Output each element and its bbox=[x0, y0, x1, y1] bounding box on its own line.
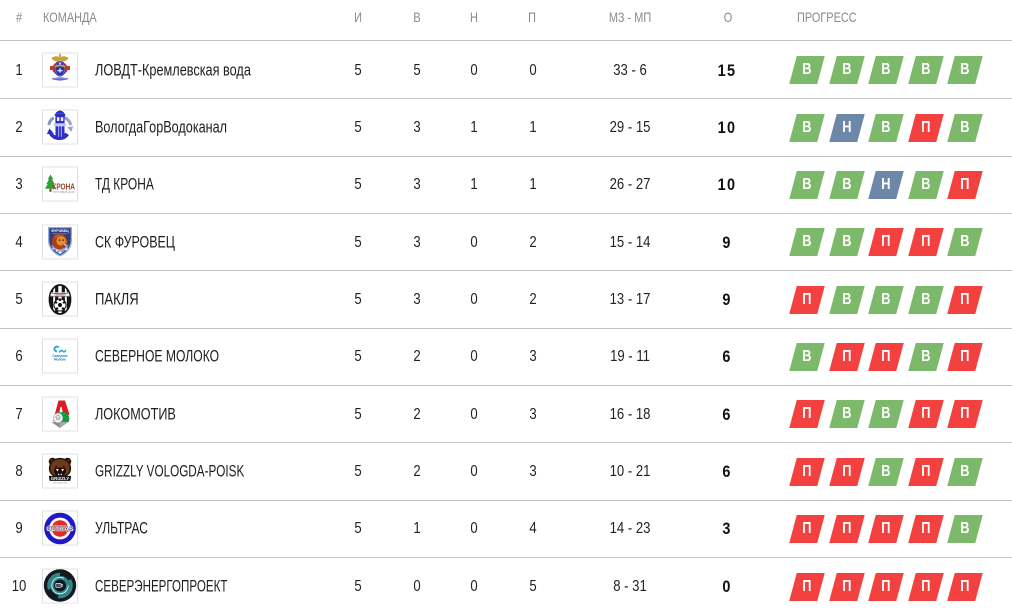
svg-text:ФУРОВЕЦ: ФУРОВЕЦ bbox=[51, 228, 69, 233]
svg-text:ULTRAS: ULTRAS bbox=[46, 526, 74, 533]
svg-text:КРОНА: КРОНА bbox=[52, 182, 75, 192]
svg-text:VOLOGDA-POISK: VOLOGDA-POISK bbox=[53, 481, 67, 484]
svg-text:ПАКЛЯ: ПАКЛЯ bbox=[55, 292, 66, 296]
svg-text:Северное: Северное bbox=[52, 354, 68, 358]
svg-text:ТОРГОВЫЙ ДОМ: ТОРГОВЫЙ ДОМ bbox=[53, 190, 75, 194]
svg-text:GRIZZLY: GRIZZLY bbox=[51, 476, 70, 481]
svg-text:СЭП: СЭП bbox=[56, 585, 61, 588]
svg-text:Молоко: Молоко bbox=[54, 357, 66, 361]
